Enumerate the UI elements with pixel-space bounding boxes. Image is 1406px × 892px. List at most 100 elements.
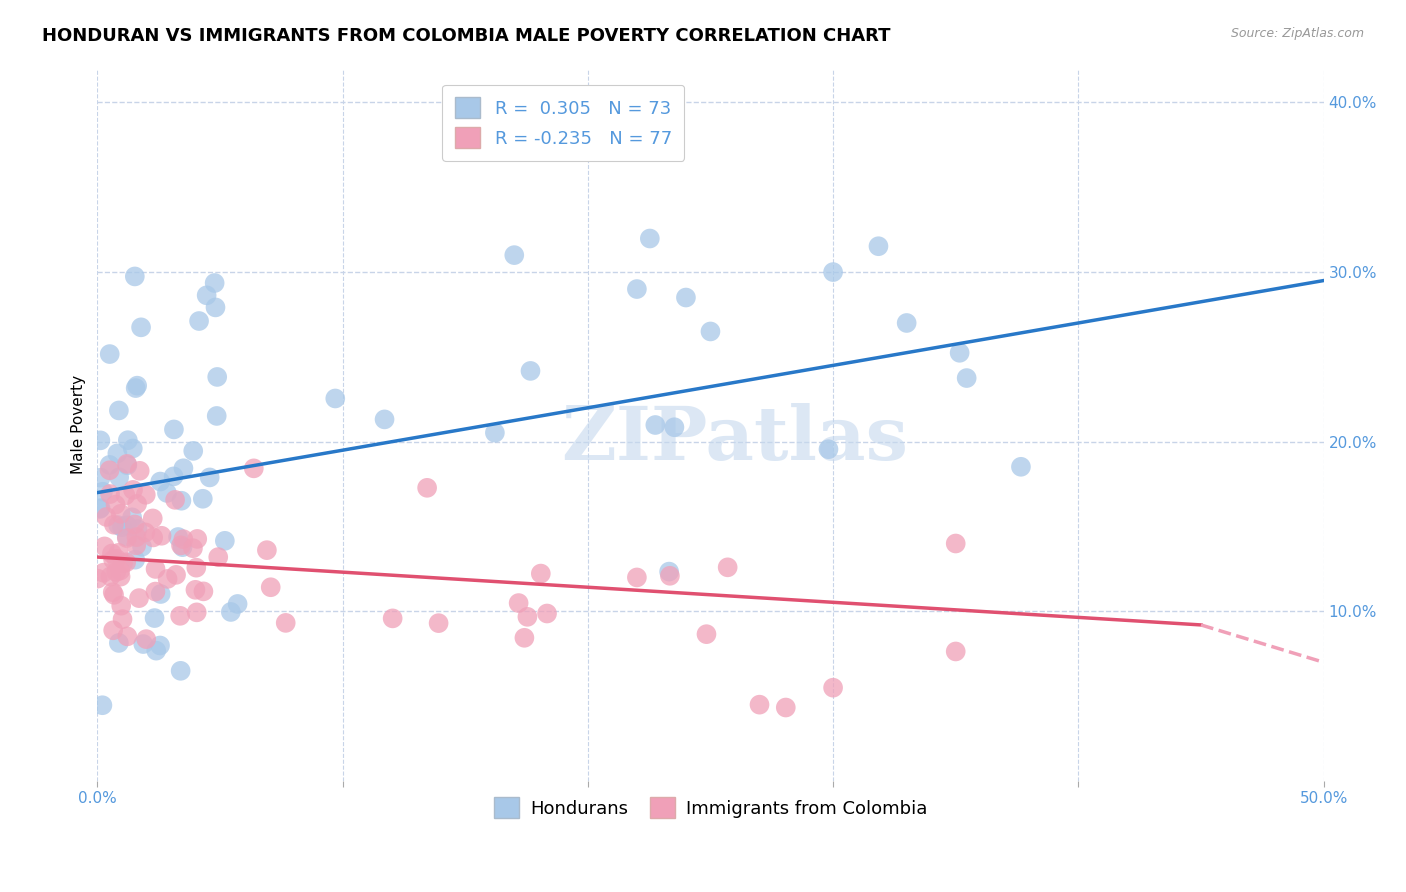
Point (163, 422, 186, 436)
Point (127, 378, 149, 392)
Point (167, 530, 190, 544)
Point (949, 346, 972, 360)
Point (186, 605, 208, 619)
Point (536, 607, 558, 621)
Point (699, 325, 721, 339)
Point (111, 612, 134, 626)
Point (644, 417, 666, 432)
Point (170, 538, 193, 552)
Point (658, 569, 681, 583)
Point (172, 540, 194, 554)
Point (664, 420, 686, 434)
Point (105, 551, 128, 566)
Point (149, 475, 172, 489)
Point (93, 566, 115, 580)
Point (107, 518, 129, 533)
Point (89, 502, 111, 516)
Text: HONDURAN VS IMMIGRANTS FROM COLOMBIA MALE POVERTY CORRELATION CHART: HONDURAN VS IMMIGRANTS FROM COLOMBIA MAL… (42, 27, 890, 45)
Point (256, 543, 278, 558)
Point (427, 616, 450, 631)
Point (117, 433, 139, 447)
Point (675, 291, 697, 305)
Point (91, 484, 114, 499)
Point (172, 532, 194, 546)
Point (108, 564, 131, 578)
Point (186, 532, 208, 546)
Point (145, 643, 167, 657)
Point (516, 610, 538, 624)
Point (98, 458, 121, 472)
Point (115, 457, 138, 471)
Point (149, 639, 172, 653)
Point (748, 698, 770, 712)
Point (945, 536, 967, 550)
Point (93, 540, 115, 554)
Point (143, 611, 166, 625)
Point (128, 464, 150, 478)
Point (110, 507, 132, 521)
Point (134, 525, 156, 540)
Point (142, 511, 165, 525)
Point (195, 288, 218, 302)
Point (108, 470, 131, 484)
Point (170, 493, 193, 508)
Point (90, 470, 112, 484)
Point (128, 591, 150, 606)
Point (274, 615, 297, 630)
Point (135, 632, 157, 647)
Point (198, 470, 221, 484)
Point (145, 562, 167, 576)
Point (110, 599, 132, 613)
Point (108, 636, 131, 650)
Point (207, 550, 229, 565)
Point (149, 587, 172, 601)
Point (508, 596, 530, 610)
Point (156, 572, 179, 586)
Point (107, 546, 129, 560)
Point (823, 265, 845, 279)
Point (115, 518, 138, 533)
Point (214, 533, 236, 548)
Y-axis label: Male Poverty: Male Poverty (72, 376, 86, 475)
Point (823, 681, 845, 695)
Point (127, 497, 149, 511)
Point (1010, 459, 1032, 474)
Point (91, 698, 114, 713)
Point (695, 627, 717, 641)
Point (124, 269, 146, 284)
Point (169, 664, 191, 678)
Point (817, 442, 839, 457)
Point (104, 498, 127, 512)
Point (100, 569, 122, 583)
Point (89, 434, 111, 448)
Point (115, 531, 138, 545)
Point (638, 231, 661, 245)
Point (416, 481, 439, 495)
Point (96, 510, 118, 524)
Point (956, 371, 979, 385)
Text: Source: ZipAtlas.com: Source: ZipAtlas.com (1230, 27, 1364, 40)
Point (156, 486, 179, 500)
Point (219, 605, 242, 619)
Point (513, 631, 536, 645)
Point (132, 637, 155, 651)
Point (945, 644, 967, 658)
Point (626, 282, 648, 296)
Point (260, 580, 283, 594)
Point (381, 611, 404, 625)
Point (717, 560, 740, 574)
Point (98, 463, 121, 477)
Point (101, 624, 124, 638)
Point (658, 565, 681, 579)
Point (205, 370, 228, 384)
Point (626, 570, 648, 584)
Point (101, 585, 124, 599)
Point (110, 569, 132, 583)
Point (165, 567, 187, 582)
Point (775, 700, 797, 714)
Point (165, 492, 187, 507)
Point (896, 316, 918, 330)
Point (519, 364, 541, 378)
Point (193, 584, 215, 599)
Point (181, 541, 204, 556)
